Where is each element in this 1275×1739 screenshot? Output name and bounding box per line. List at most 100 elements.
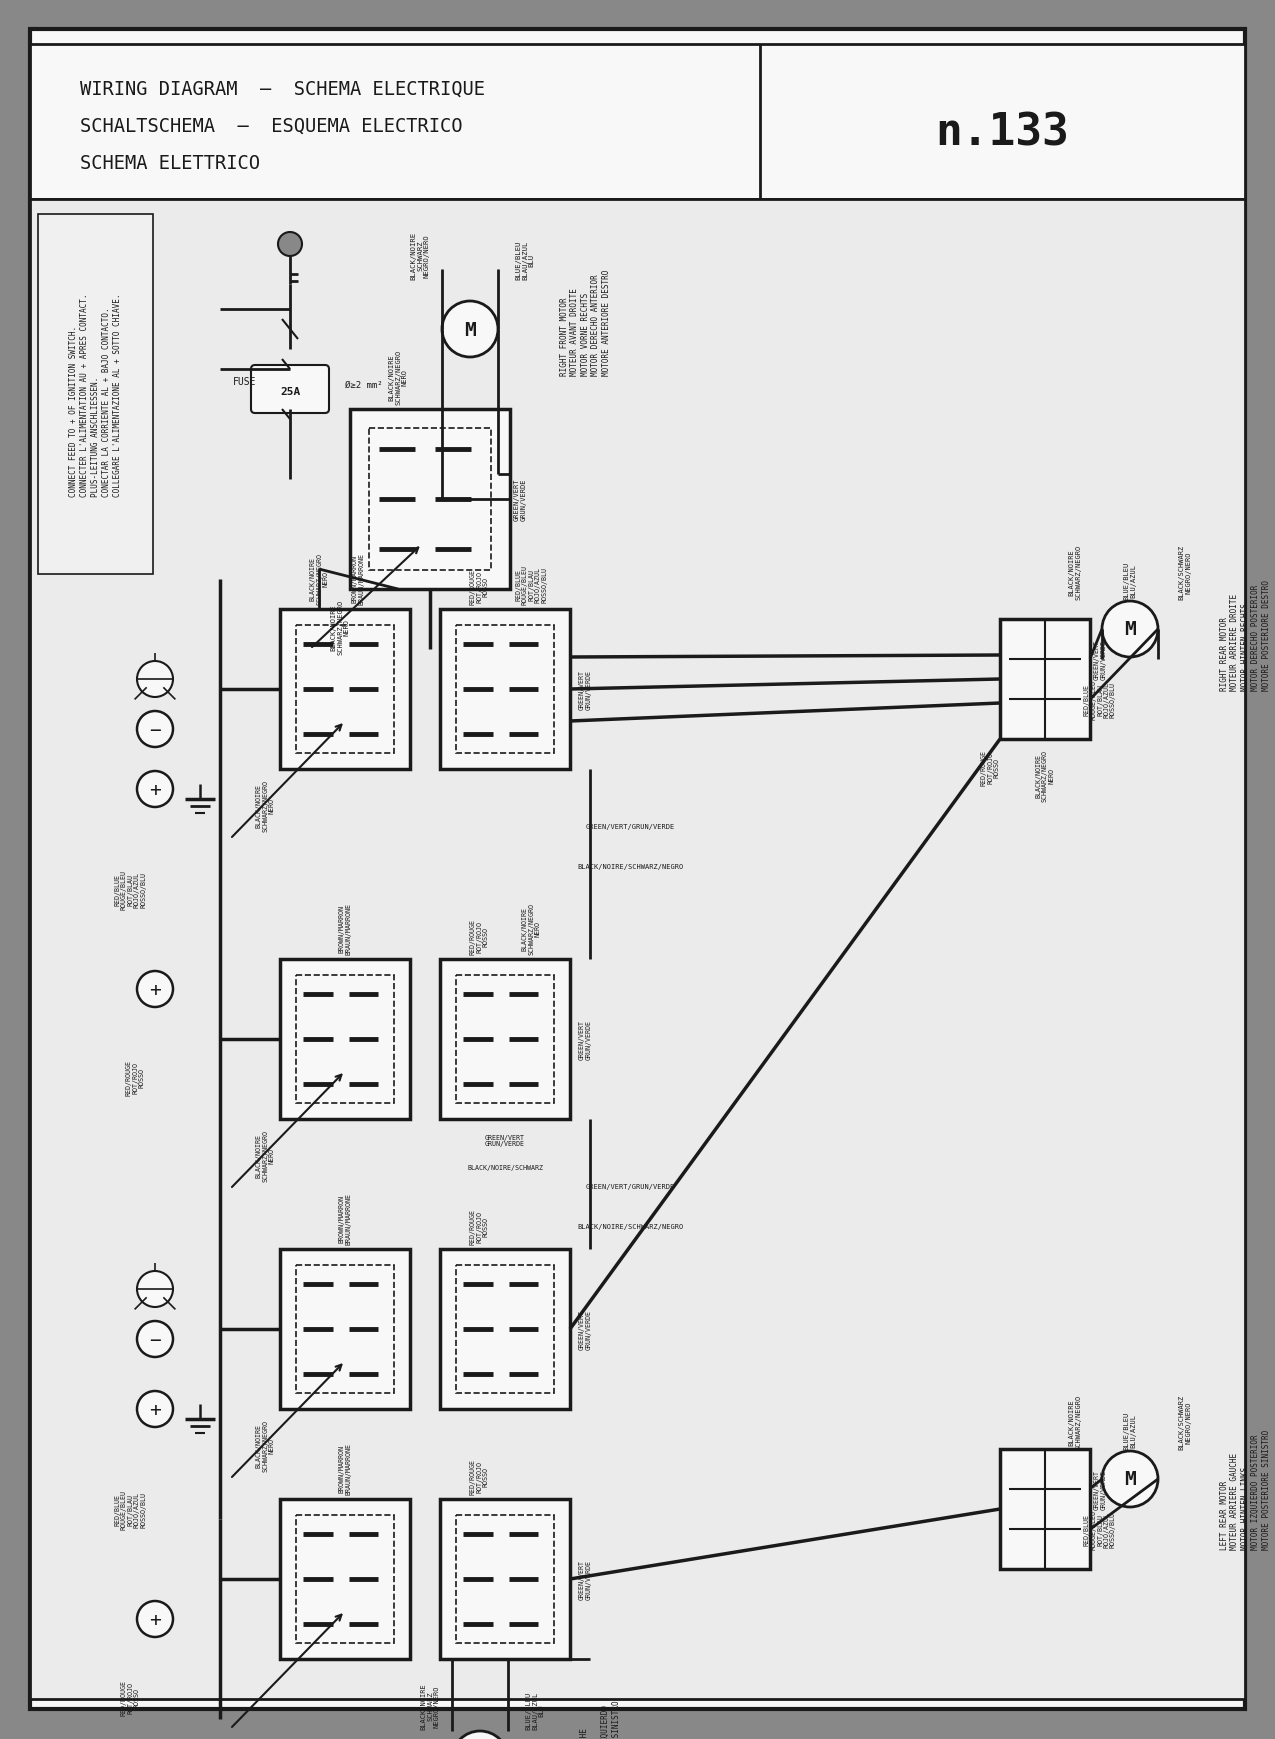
- Text: GREEN/VERT
GRUN/VERDE: GREEN/VERT GRUN/VERDE: [579, 670, 592, 710]
- Circle shape: [453, 1730, 507, 1739]
- Bar: [370, 430, 491, 570]
- Bar: [455, 626, 555, 755]
- Text: BLACK/NOIRE/SCHWARZ/NEGRO: BLACK/NOIRE/SCHWARZ/NEGRO: [576, 864, 683, 870]
- Text: +: +: [149, 781, 161, 800]
- Text: RIGHT FRONT MOTOR
MOTEUR AVANT DROITE
MOTOR VORNE RECHTS
MOTOR DERECHO ANTERIOR
: RIGHT FRONT MOTOR MOTEUR AVANT DROITE MO…: [560, 270, 611, 376]
- Text: −: −: [149, 1330, 161, 1349]
- Circle shape: [136, 1271, 173, 1308]
- Text: RED/BLUE
ROUGE/BLEU
ROT/BLAU
ROJO/AZUL
ROSSO/BLU: RED/BLUE ROUGE/BLEU ROT/BLAU ROJO/AZUL R…: [113, 870, 147, 909]
- Text: BLACK/NOIRE
SCHWARZ/NEGRO
NERO: BLACK/NOIRE SCHWARZ/NEGRO NERO: [389, 350, 408, 405]
- Text: WIRING DIAGRAM  –  SCHEMA ELECTRIQUE: WIRING DIAGRAM – SCHEMA ELECTRIQUE: [80, 80, 484, 99]
- Text: RED/BLUE
ROUGE/BLEU
ROT/BLAU
ROJO/AZUL
ROSSO/BLU: RED/BLUE ROUGE/BLEU ROT/BLAU ROJO/AZUL R…: [1084, 1509, 1116, 1549]
- Circle shape: [136, 1602, 173, 1636]
- Text: −: −: [149, 722, 161, 741]
- Text: n.133: n.133: [936, 111, 1070, 155]
- Text: BROWN/MARRON
BRAUN/MARRONE: BROWN/MARRON BRAUN/MARRONE: [352, 553, 365, 605]
- Text: M: M: [464, 320, 476, 339]
- Bar: [455, 976, 555, 1104]
- Text: BLACK/SCHWARZ
NEGRO/NERO: BLACK/SCHWARZ NEGRO/NERO: [1179, 1395, 1191, 1449]
- Bar: [440, 610, 570, 770]
- Bar: [31, 45, 1244, 200]
- Text: RED/ROUGE
ROT/ROJO
ROSSO: RED/ROUGE ROT/ROJO ROSSO: [125, 1059, 144, 1096]
- Text: BLACK/NOIRE
SCHWARZ/NEGRO: BLACK/NOIRE SCHWARZ/NEGRO: [1068, 1395, 1081, 1449]
- Text: BLACK/NOIRE
SCHWARZ
NEGRO/NERO: BLACK/NOIRE SCHWARZ NEGRO/NERO: [421, 1682, 440, 1729]
- Text: RED/ROUGE
ROT/ROJO
ROSSO: RED/ROUGE ROT/ROJO ROSSO: [980, 750, 1000, 786]
- Circle shape: [278, 233, 302, 257]
- Text: RED/ROUGE
ROT/ROJO
ROSSO: RED/ROUGE ROT/ROJO ROSSO: [121, 1680, 139, 1715]
- Text: RED/ROUGE
ROT/ROJO
ROSSO: RED/ROUGE ROT/ROJO ROSSO: [469, 1459, 488, 1494]
- Text: SCHALTSCHEMA  –  ESQUEMA ELECTRICO: SCHALTSCHEMA – ESQUEMA ELECTRICO: [80, 117, 463, 136]
- Text: BLACK/NOIRE
SCHWARZ/NEGRO
NERO: BLACK/NOIRE SCHWARZ/NEGRO NERO: [310, 553, 329, 605]
- Text: RED/ROUGE
ROT/ROJO
ROSSO: RED/ROUGE ROT/ROJO ROSSO: [469, 569, 488, 605]
- Text: RED/ROUGE
ROT/ROJO
ROSSO: RED/ROUGE ROT/ROJO ROSSO: [469, 1209, 488, 1245]
- Text: GREEN/VERT
GRUN/VERDE: GREEN/VERT GRUN/VERDE: [1094, 640, 1107, 680]
- Circle shape: [136, 1391, 173, 1428]
- Text: SCHEMA ELETTRICO: SCHEMA ELETTRICO: [80, 155, 260, 172]
- Bar: [1000, 1449, 1090, 1569]
- Text: RED/ROUGE
ROT/ROJO
ROSSO: RED/ROUGE ROT/ROJO ROSSO: [469, 918, 488, 955]
- Text: LEFT REAR MOTOR
MOTEUR ARRIERE GAUCHE
MOTOR HINTEN LINKS
MOTOR IZQUIERDO POSTERI: LEFT REAR MOTOR MOTEUR ARRIERE GAUCHE MO…: [1220, 1429, 1271, 1549]
- Circle shape: [136, 661, 173, 697]
- Text: BLACK/NOIRE
SCHWARZ/NEGRO
NERO: BLACK/NOIRE SCHWARZ/NEGRO NERO: [521, 903, 541, 955]
- Circle shape: [1102, 1450, 1158, 1508]
- Text: BLACK/NOIRE
SCHWARZ/NEGRO
NERO: BLACK/NOIRE SCHWARZ/NEGRO NERO: [330, 600, 349, 656]
- Text: GREEN/VERT
GRUN/VERDE: GREEN/VERT GRUN/VERDE: [484, 1134, 525, 1146]
- FancyBboxPatch shape: [251, 365, 329, 414]
- Text: BLACK/NOIRE/SCHWARZ: BLACK/NOIRE/SCHWARZ: [467, 1165, 543, 1170]
- Text: BLUE/BLEU
BLU/AZUL: BLUE/BLEU BLU/AZUL: [1123, 1410, 1136, 1449]
- Text: GREEN/VERT
GRUN/VERDE: GREEN/VERT GRUN/VERDE: [579, 1309, 592, 1349]
- Text: BLACK/NOIRE/SCHWARZ/NEGRO: BLACK/NOIRE/SCHWARZ/NEGRO: [576, 1223, 683, 1229]
- Text: BLACK/NOIRE
SCHWARZ/NEGRO
NERO: BLACK/NOIRE SCHWARZ/NEGRO NERO: [1035, 750, 1054, 802]
- Text: BLUE/BLEU
BLAU/AZUL
BLU: BLUE/BLEU BLAU/AZUL BLU: [515, 240, 534, 280]
- Text: BROWN/MARRON
BRAUN/MARRONE: BROWN/MARRON BRAUN/MARRONE: [339, 1442, 351, 1494]
- Text: +: +: [149, 981, 161, 1000]
- Text: BLACK/NOIRE
SCHWARZ/NEGRO
NERO: BLACK/NOIRE SCHWARZ/NEGRO NERO: [255, 1129, 274, 1181]
- Circle shape: [136, 1322, 173, 1356]
- Text: GREEN/VERT
GRUN/VERDE: GREEN/VERT GRUN/VERDE: [579, 1019, 592, 1059]
- Bar: [455, 1515, 555, 1643]
- Text: GREEN/VERT
GRUN/VERDE: GREEN/VERT GRUN/VERDE: [514, 478, 527, 522]
- Text: BROWN/MARRON
BRAUN/MARRONE: BROWN/MARRON BRAUN/MARRONE: [339, 903, 351, 955]
- Text: RED/BLUE
ROUGE/BLEU
ROT/BLAU
ROJO/AZUL
ROSSO/BLU: RED/BLUE ROUGE/BLEU ROT/BLAU ROJO/AZUL R…: [515, 565, 547, 605]
- Text: GREEN/VERT/GRUN/VERDE: GREEN/VERT/GRUN/VERDE: [585, 824, 674, 830]
- Bar: [296, 626, 394, 755]
- Text: BLACK/NOIRE
SCHWARZ/NEGRO
NERO: BLACK/NOIRE SCHWARZ/NEGRO NERO: [255, 779, 274, 831]
- Text: +: +: [149, 1610, 161, 1629]
- Bar: [440, 1499, 570, 1659]
- Text: M: M: [1125, 621, 1136, 640]
- Bar: [296, 1515, 394, 1643]
- Text: GREEN/VERT
GRUN/VERDE: GREEN/VERT GRUN/VERDE: [1094, 1469, 1107, 1509]
- Text: BROWN/MARRON
BRAUN/MARRONE: BROWN/MARRON BRAUN/MARRONE: [339, 1193, 351, 1245]
- Bar: [38, 216, 153, 574]
- Circle shape: [136, 972, 173, 1007]
- Text: GREEN/VERT/GRUN/VERDE: GREEN/VERT/GRUN/VERDE: [585, 1183, 674, 1189]
- Circle shape: [1102, 602, 1158, 657]
- Bar: [351, 410, 510, 590]
- Text: FUSE: FUSE: [233, 377, 256, 386]
- Bar: [280, 1249, 411, 1409]
- Text: BLUE/BLEU
BLAU/AZUL
BLU: BLUE/BLEU BLAU/AZUL BLU: [525, 1690, 544, 1729]
- Bar: [296, 1264, 394, 1393]
- Text: BLACK/SCHWARZ
NEGRO/NERO: BLACK/SCHWARZ NEGRO/NERO: [1179, 544, 1191, 600]
- Bar: [280, 1499, 411, 1659]
- Bar: [440, 960, 570, 1120]
- Bar: [296, 976, 394, 1104]
- Bar: [1000, 619, 1090, 739]
- Text: +: +: [149, 1400, 161, 1419]
- Text: GREEN/VERT
GRUN/VERDE: GREEN/VERT GRUN/VERDE: [579, 1560, 592, 1600]
- Bar: [280, 960, 411, 1120]
- Text: CONNECT FEED TO + OF IGNITION SWITCH.
CONNECTER L'ALIMENTATION AU + APRES CONTAC: CONNECT FEED TO + OF IGNITION SWITCH. CO…: [69, 294, 122, 496]
- Text: 25A: 25A: [280, 386, 300, 396]
- Text: RED/BLUE
ROUGE/BLEU
ROT/BLAU
ROJO/AZUL
ROSSO/BLU: RED/BLUE ROUGE/BLEU ROT/BLAU ROJO/AZUL R…: [1084, 680, 1116, 720]
- Text: BLACK/NOIRE
SCHWARZ/NEGRO: BLACK/NOIRE SCHWARZ/NEGRO: [1068, 544, 1081, 600]
- Circle shape: [136, 711, 173, 748]
- Circle shape: [136, 772, 173, 807]
- Text: RIGHT REAR MOTOR
MOTEUR ARRIERE DROITE
MOTOR HINTEN RECHTS
MOTOR DERECHO POSTERI: RIGHT REAR MOTOR MOTEUR ARRIERE DROITE M…: [1220, 579, 1271, 690]
- Bar: [31, 200, 1244, 1699]
- Bar: [455, 1264, 555, 1393]
- Circle shape: [442, 303, 499, 358]
- Bar: [280, 610, 411, 770]
- Text: Ø≥2 mm²: Ø≥2 mm²: [346, 381, 382, 390]
- Text: BLUE/BLEU
BLU/AZUL: BLUE/BLEU BLU/AZUL: [1123, 562, 1136, 600]
- Text: RED/BLUE
ROUGE/BLEU
ROT/BLAU
ROJO/AZUL
ROSSO/BLU: RED/BLUE ROUGE/BLEU ROT/BLAU ROJO/AZUL R…: [113, 1489, 147, 1529]
